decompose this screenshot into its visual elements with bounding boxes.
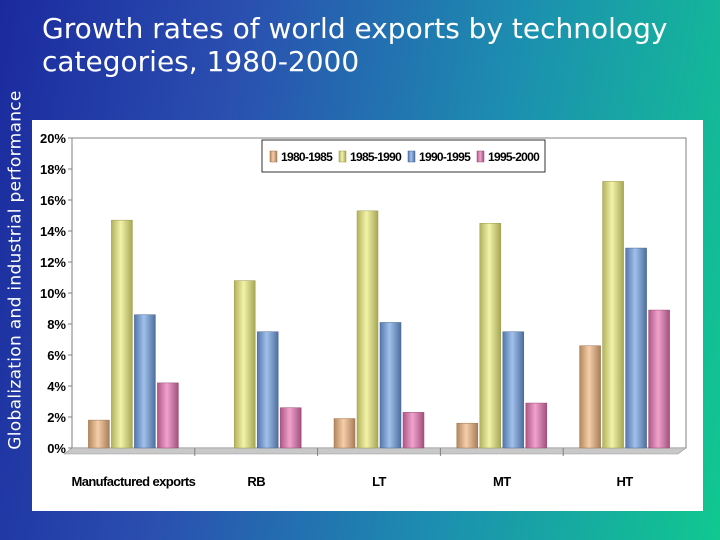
y-tick-label: 0% xyxy=(47,441,66,456)
bar xyxy=(157,382,179,449)
legend-label: 1995-2000 xyxy=(488,150,540,164)
x-category-label: LT xyxy=(372,474,386,489)
legend-swatch xyxy=(407,150,416,163)
y-tick-label: 20% xyxy=(40,131,66,146)
chart-panel: 0% 2% 4% 6% 8% 10% 12% 14% 16% 18% 20% Manufactured… xyxy=(32,120,703,511)
bar xyxy=(356,210,379,449)
bar xyxy=(111,219,133,449)
y-tick-label: 10% xyxy=(40,286,66,301)
bar xyxy=(579,345,601,449)
bar xyxy=(88,419,110,449)
y-tick-label: 14% xyxy=(40,224,66,239)
legend-swatch xyxy=(476,150,485,163)
legend-label: 1990-1995 xyxy=(419,150,471,164)
legend-swatch xyxy=(269,150,278,163)
bar xyxy=(134,314,156,449)
x-category-label: MT xyxy=(493,474,511,489)
bar xyxy=(479,223,502,449)
y-tick-label: 6% xyxy=(47,348,66,363)
y-tick-label: 4% xyxy=(47,379,66,394)
bar xyxy=(525,402,548,449)
legend-label: 1980-1985 xyxy=(281,150,333,164)
x-category-label: RB xyxy=(247,474,265,489)
bar xyxy=(648,309,670,449)
legend-swatch xyxy=(338,150,347,163)
bar xyxy=(256,331,279,449)
bar xyxy=(279,407,302,449)
bar-chart: 0% 2% 4% 6% 8% 10% 12% 14% 16% 18% 20% Manufactured… xyxy=(40,131,687,489)
bar xyxy=(456,422,479,449)
y-tick-label: 16% xyxy=(40,193,66,208)
side-title-container: Globalization and industrial performance xyxy=(2,0,30,540)
chart-floor xyxy=(63,447,687,455)
y-tick-label: 8% xyxy=(47,317,66,332)
bar xyxy=(625,247,647,449)
bar xyxy=(233,280,256,449)
bar xyxy=(402,412,425,449)
bar xyxy=(602,181,624,449)
bar xyxy=(333,418,356,449)
slide-title: Growth rates of world exports by technol… xyxy=(42,12,668,78)
y-tick-label: 12% xyxy=(40,255,66,270)
y-tick-label: 18% xyxy=(40,162,66,177)
side-title: Globalization and industrial performance xyxy=(6,90,26,450)
x-category-label: Manufactured exports xyxy=(71,474,195,489)
legend-box xyxy=(261,139,546,173)
y-tick-label: 2% xyxy=(47,410,66,425)
x-category-label: HT xyxy=(617,474,634,489)
bar xyxy=(502,331,525,449)
bar xyxy=(379,322,402,449)
legend-label: 1985-1990 xyxy=(350,150,402,164)
